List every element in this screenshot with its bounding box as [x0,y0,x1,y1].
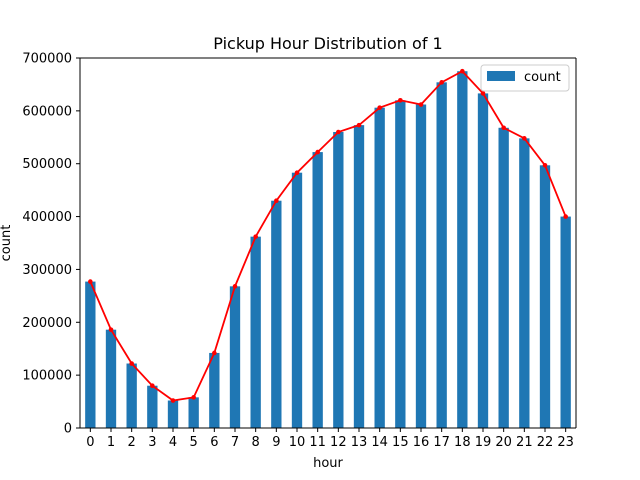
y-tick-label: 0 [64,422,72,437]
trend-point-hour-4 [170,398,176,403]
trend-point-hour-12 [336,129,341,135]
y-tick-label: 200000 [22,316,72,331]
trend-point-hour-1 [108,327,114,332]
trend-line [89,70,567,402]
trend-point-hour-13 [356,122,362,128]
x-tick-label: 22 [537,435,554,450]
trend-point-hour-18 [460,68,465,74]
bar-hour-14 [374,107,385,428]
x-tick-label: 10 [289,435,306,450]
x-tick-label: 3 [148,435,156,450]
legend-label-count: count [524,70,561,85]
bar-hour-16 [415,104,427,428]
x-axis-label: hour [313,456,343,471]
bar-hour-9 [271,200,282,428]
bar-hour-7 [229,286,241,428]
y-tick-label: 500000 [22,157,72,172]
bar-hour-6 [209,352,220,428]
trend-point-hour-21 [522,136,527,141]
bar-hour-21 [519,138,530,429]
y-tick-label: 400000 [22,210,72,225]
x-tick-label: 14 [371,435,388,450]
x-axis-ticks: 0 1 2 3 4 5 6 7 8 9 10 11 12 13 14 15 16 17 18 19 20 21 22 23 [86,428,574,450]
trend-point-hour-16 [418,102,424,107]
bar-hour-3 [147,385,158,428]
y-tick-label: 100000 [22,369,72,384]
y-axis-ticks: 0 100000 200000 300000 400000 500000 600000 700… [22,52,80,437]
bar-hour-19 [477,93,489,429]
bar-hour-12 [333,132,344,428]
trend-point-hour-8 [253,234,258,239]
bar-hour-8 [250,236,261,428]
x-tick-label: 17 [433,435,450,450]
x-tick-label: 1 [107,435,115,450]
x-tick-label: 13 [351,435,368,450]
plot-frame [79,57,577,429]
x-tick-label: 18 [454,435,471,450]
x-tick-label: 19 [475,435,492,450]
bar-hour-4 [167,400,179,428]
trend-point-hour-10 [294,170,300,175]
line-layer [88,68,568,403]
bar-hour-20 [498,127,509,429]
x-tick-label: 12 [330,435,347,450]
y-tick-label: 700000 [22,52,72,67]
trend-point-hour-5 [191,395,196,400]
x-tick-label: 4 [169,435,177,450]
x-tick-label: 20 [495,435,512,450]
x-tick-label: 0 [86,435,94,450]
x-tick-label: 16 [413,435,430,450]
legend-swatch-count [487,71,515,81]
x-tick-label: 11 [309,435,326,450]
bar-hour-23 [560,216,571,428]
trend-point-hour-17 [439,80,444,85]
x-tick-label: 5 [190,435,198,450]
x-tick-label: 21 [516,435,533,450]
bars-layer [85,71,571,429]
trend-point-hour-3 [150,383,155,389]
x-tick-label: 9 [272,435,280,450]
x-tick-label: 6 [210,435,218,450]
trend-point-hour-19 [480,91,486,96]
bar-hour-2 [126,363,137,428]
y-tick-label: 300000 [22,263,72,278]
trend-point-hour-15 [398,97,403,103]
trend-point-hour-0 [88,279,93,284]
x-tick-label: 15 [392,435,409,450]
bar-hour-1 [105,329,117,428]
bar-hour-15 [395,100,406,429]
trend-point-hour-23 [563,214,568,219]
trend-point-hour-7 [232,284,238,289]
bar-hour-11 [312,152,323,429]
bar-hour-10 [291,172,303,428]
bar-hour-13 [353,125,365,428]
trend-point-hour-9 [274,198,279,204]
trend-point-hour-22 [542,163,548,168]
bar-hour-0 [85,281,96,428]
trend-point-hour-20 [501,125,506,131]
bar-hour-22 [539,165,551,429]
bar-hour-18 [457,71,468,428]
trend-point-hour-14 [377,105,382,110]
chart-title: Pickup Hour Distribution of 1 [213,34,442,53]
x-tick-label: 8 [252,435,260,450]
legend: count [480,64,570,92]
trend-point-hour-11 [315,149,320,155]
bar-hour-17 [436,82,447,429]
y-tick-label: 600000 [22,104,72,119]
x-tick-label: 2 [128,435,136,450]
bar-hour-5 [188,397,199,428]
trend-point-hour-2 [129,361,134,366]
y-axis-label: count [0,225,14,262]
x-tick-label: 7 [231,435,239,450]
trend-point-hour-6 [212,350,217,356]
x-tick-label: 23 [557,435,574,450]
